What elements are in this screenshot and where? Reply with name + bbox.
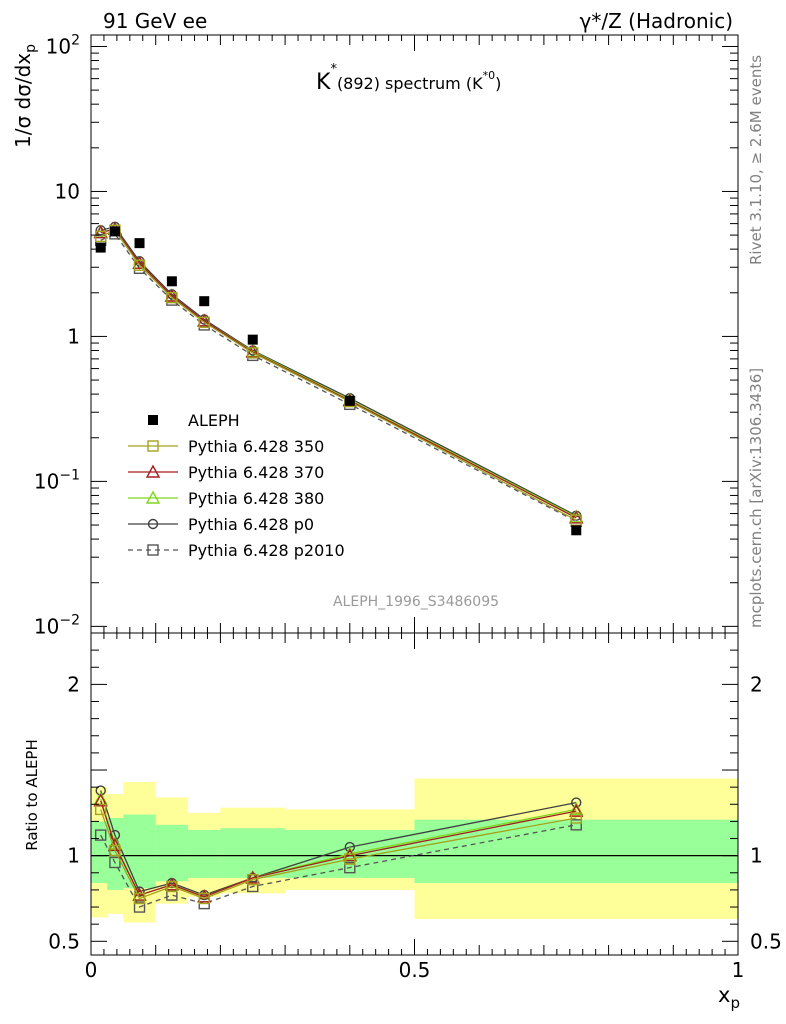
ratio-inner-band-2 bbox=[123, 814, 156, 889]
chart-title: K*(892) spectrum (K*0) bbox=[316, 62, 501, 95]
x-tick-label: 0.5 bbox=[399, 958, 431, 982]
legend-entry-0: ALEPH bbox=[188, 411, 240, 430]
ratio-y-tick-label: 2 bbox=[67, 672, 80, 696]
legend-entry-5: Pythia 6.428 p2010 bbox=[188, 541, 345, 560]
main-point-0-4 bbox=[199, 296, 210, 307]
main-y-tick-label: 10−1 bbox=[34, 467, 80, 493]
legend: ALEPH Pythia 6.428 350 Pythia 6.428 370 Pyt… bbox=[128, 411, 345, 560]
ratio-data-marks bbox=[93, 785, 584, 913]
ratio-point-1-5 bbox=[245, 870, 260, 884]
ratio-point-4-2 bbox=[133, 901, 146, 913]
main-point-1-2 bbox=[133, 259, 146, 271]
main-point-1-4 bbox=[198, 316, 210, 329]
ratio-point-1-2 bbox=[132, 887, 147, 901]
main-point-0-5 bbox=[247, 334, 258, 345]
ratio-series-line-1 bbox=[100, 800, 577, 898]
ratio-inner-band-4 bbox=[188, 829, 221, 878]
ratio-y-tick-label-right: 2 bbox=[750, 672, 763, 696]
x-tick-label: 0 bbox=[85, 958, 98, 982]
ratio-uncertainty-bands bbox=[91, 778, 738, 923]
main-point-2-7 bbox=[569, 510, 584, 524]
ratio-point-1-4 bbox=[197, 889, 212, 903]
main-y-tick-label: 1 bbox=[67, 324, 80, 348]
legend-marker-0 bbox=[148, 415, 158, 425]
ratio-point-2-7 bbox=[569, 801, 584, 816]
ratio-point-0-7 bbox=[570, 812, 582, 824]
ratio-point-0-4 bbox=[198, 892, 210, 905]
ratio-y-tick-label: 1 bbox=[67, 844, 80, 868]
legend-marker-3 bbox=[145, 490, 161, 504]
main-axis-ticks bbox=[90, 35, 739, 634]
ratio-point-1-7 bbox=[569, 803, 584, 817]
legend-entry-3: Pythia 6.428 380 bbox=[188, 489, 324, 508]
ratio-point-1-6 bbox=[342, 848, 357, 862]
ratio-point-4-1 bbox=[109, 856, 121, 869]
ratio-inner-band-5 bbox=[220, 828, 286, 878]
legend-entry-2: Pythia 6.428 370 bbox=[188, 463, 324, 482]
main-series-line-5 bbox=[100, 232, 577, 522]
ratio-point-0-5 bbox=[247, 873, 259, 886]
main-series-line-1 bbox=[100, 229, 577, 521]
ratio-point-1-0 bbox=[93, 793, 108, 807]
x-axis-label: xp bbox=[718, 983, 740, 1012]
ratio-series-line-4 bbox=[100, 824, 577, 908]
ratio-plot-panel: 2 21 10.5 0.50 0.5 1 Ratio to ALEPH xp bbox=[23, 632, 782, 1012]
ratio-inner-band-3 bbox=[155, 824, 189, 882]
ratio-point-0-2 bbox=[133, 892, 146, 905]
legend-entry-1: Pythia 6.428 350 bbox=[188, 437, 324, 456]
ratio-point-4-7 bbox=[570, 819, 582, 831]
main-data-marks bbox=[93, 221, 584, 536]
main-point-1-5 bbox=[247, 347, 259, 359]
legend-marker-1 bbox=[147, 440, 159, 452]
ratio-point-4-5 bbox=[247, 880, 259, 893]
ratio-point-4-0 bbox=[95, 829, 107, 841]
main-point-0-7 bbox=[571, 525, 582, 536]
ratio-point-3-2 bbox=[134, 886, 145, 897]
main-point-0-2 bbox=[134, 238, 145, 249]
x-tick-label: 1 bbox=[732, 958, 745, 982]
main-series-line-3 bbox=[100, 228, 577, 518]
header-left-label: 91 GeV ee bbox=[103, 9, 207, 33]
ratio-point-1-3 bbox=[164, 877, 180, 891]
ratio-point-0-0 bbox=[95, 803, 107, 816]
ratio-point-0-1 bbox=[109, 844, 121, 857]
main-point-0-3 bbox=[166, 276, 177, 287]
ratio-axis-ticks bbox=[90, 633, 739, 955]
ratio-y-tick-label-right: 1 bbox=[750, 844, 763, 868]
main-point-1-7 bbox=[570, 514, 582, 526]
ratio-y-axis-label: Ratio to ALEPH bbox=[23, 739, 41, 851]
main-point-1-0 bbox=[95, 230, 107, 243]
main-y-tick-labels: 102 10 1 10−1 10−2 bbox=[34, 32, 80, 638]
main-point-1-3 bbox=[166, 291, 178, 304]
rivet-version-label: Rivet 3.1.10, ≥ 2.6M events bbox=[747, 55, 765, 265]
ratio-point-3-6 bbox=[344, 841, 355, 853]
legend-entry-4: Pythia 6.428 p0 bbox=[188, 515, 314, 534]
ratio-y-tick-label: 0.5 bbox=[48, 929, 80, 953]
legend-marker-5 bbox=[147, 544, 159, 556]
header-right-label: γ*/Z (Hadronic) bbox=[580, 9, 733, 33]
main-point-0-0 bbox=[95, 242, 106, 253]
main-y-tick-label: 102 bbox=[46, 32, 80, 58]
legend-marker-2 bbox=[145, 464, 161, 478]
ratio-series-line-0 bbox=[100, 809, 577, 900]
ratio-point-0-6 bbox=[344, 853, 356, 865]
main-y-tick-label: 10 bbox=[55, 179, 80, 203]
main-series-line-2 bbox=[100, 228, 577, 519]
ratio-tick-labels: 2 21 10.5 0.50 0.5 1 bbox=[48, 672, 782, 982]
mcplots-label: mcplots.cern.ch [arXiv:1306.3436] bbox=[747, 368, 765, 628]
main-point-0-6 bbox=[344, 395, 355, 406]
main-y-tick-label: 10−2 bbox=[34, 612, 80, 638]
main-point-2-0 bbox=[93, 225, 108, 239]
ratio-y-tick-label-right: 0.5 bbox=[750, 929, 782, 953]
ratio-point-0-3 bbox=[166, 880, 178, 893]
main-point-0-1 bbox=[109, 226, 120, 237]
ratio-point-4-6 bbox=[344, 861, 356, 874]
main-plot-panel: 102 10 1 10−1 10−2 K*(892) spectrum (K*0) 1/… bbox=[11, 32, 739, 638]
main-point-2-2 bbox=[132, 255, 147, 269]
ratio-point-3-7 bbox=[571, 797, 582, 808]
main-y-axis-label: 1/σ dσ/dxp bbox=[11, 44, 39, 148]
legend-marker-4 bbox=[147, 518, 159, 530]
analysis-watermark: ALEPH_1996_S3486095 bbox=[333, 594, 499, 610]
